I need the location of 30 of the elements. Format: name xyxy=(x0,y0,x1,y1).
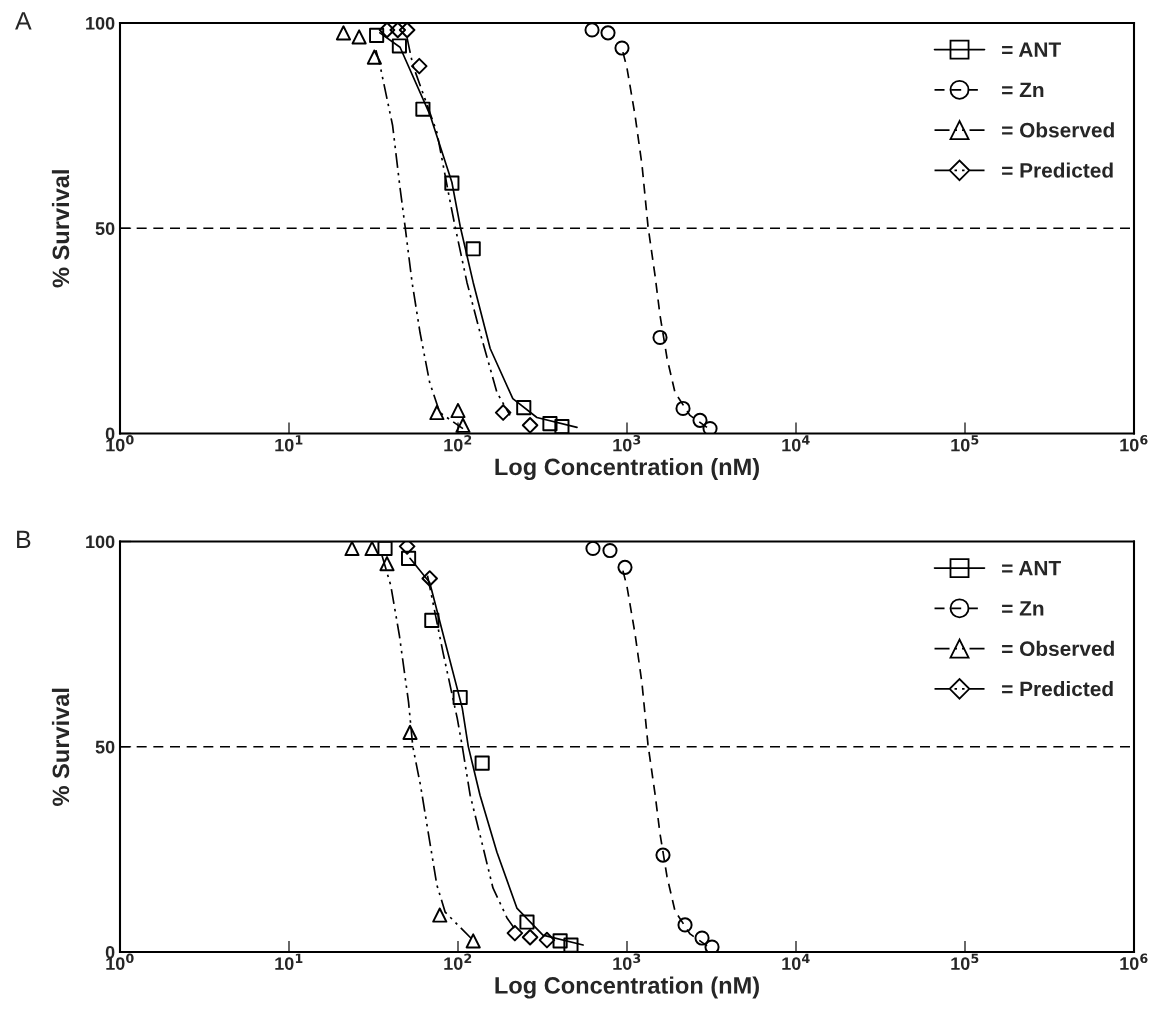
x-tick-label: 10$^{5}$ xyxy=(951,435,979,452)
legend-label: = Observed xyxy=(1002,640,1114,657)
legend-label: = Zn xyxy=(1002,601,1044,616)
legend-label: = Zn xyxy=(1002,82,1044,98)
x-tick-label: 10$^{6}$ xyxy=(1120,953,1148,970)
y-axis-title: % Survival xyxy=(51,170,70,288)
x-axis-title: Log Concentration (nM) xyxy=(495,457,759,481)
legend-label: = ANT xyxy=(1002,561,1061,576)
legend-label: = Predicted xyxy=(1002,162,1113,178)
y-tick-label: 50 xyxy=(95,740,115,754)
x-tick-label: 10$^{4}$ xyxy=(782,435,810,452)
x-tick-label: 10$^{2}$ xyxy=(444,435,472,452)
x-tick-label: 10$^{3}$ xyxy=(613,435,641,452)
y-tick-label: 50 xyxy=(95,222,115,235)
y-tick-label: 100 xyxy=(86,16,115,30)
x-tick-label: 10$^{5}$ xyxy=(951,953,979,970)
text: B xyxy=(17,530,31,548)
legend-label: = ANT xyxy=(1002,42,1061,57)
legend-label: = Observed xyxy=(1002,122,1114,138)
text: A xyxy=(15,12,32,30)
x-tick-label: 10$^{3}$ xyxy=(613,953,641,970)
y-axis-title: % Survival xyxy=(51,688,70,806)
x-tick-label: 10$^{2}$ xyxy=(444,953,472,970)
x-tick-label: 10$^{1}$ xyxy=(275,435,303,452)
x-tick-label: 10$^{6}$ xyxy=(1120,435,1148,452)
x-axis-title: Log Concentration (nM) xyxy=(495,976,759,999)
y-tick-label: 100 xyxy=(86,535,115,549)
x-tick-label: 10$^{4}$ xyxy=(782,953,810,970)
x-tick-label: 10$^{1}$ xyxy=(275,953,303,970)
legend-label: = Predicted xyxy=(1002,681,1113,697)
